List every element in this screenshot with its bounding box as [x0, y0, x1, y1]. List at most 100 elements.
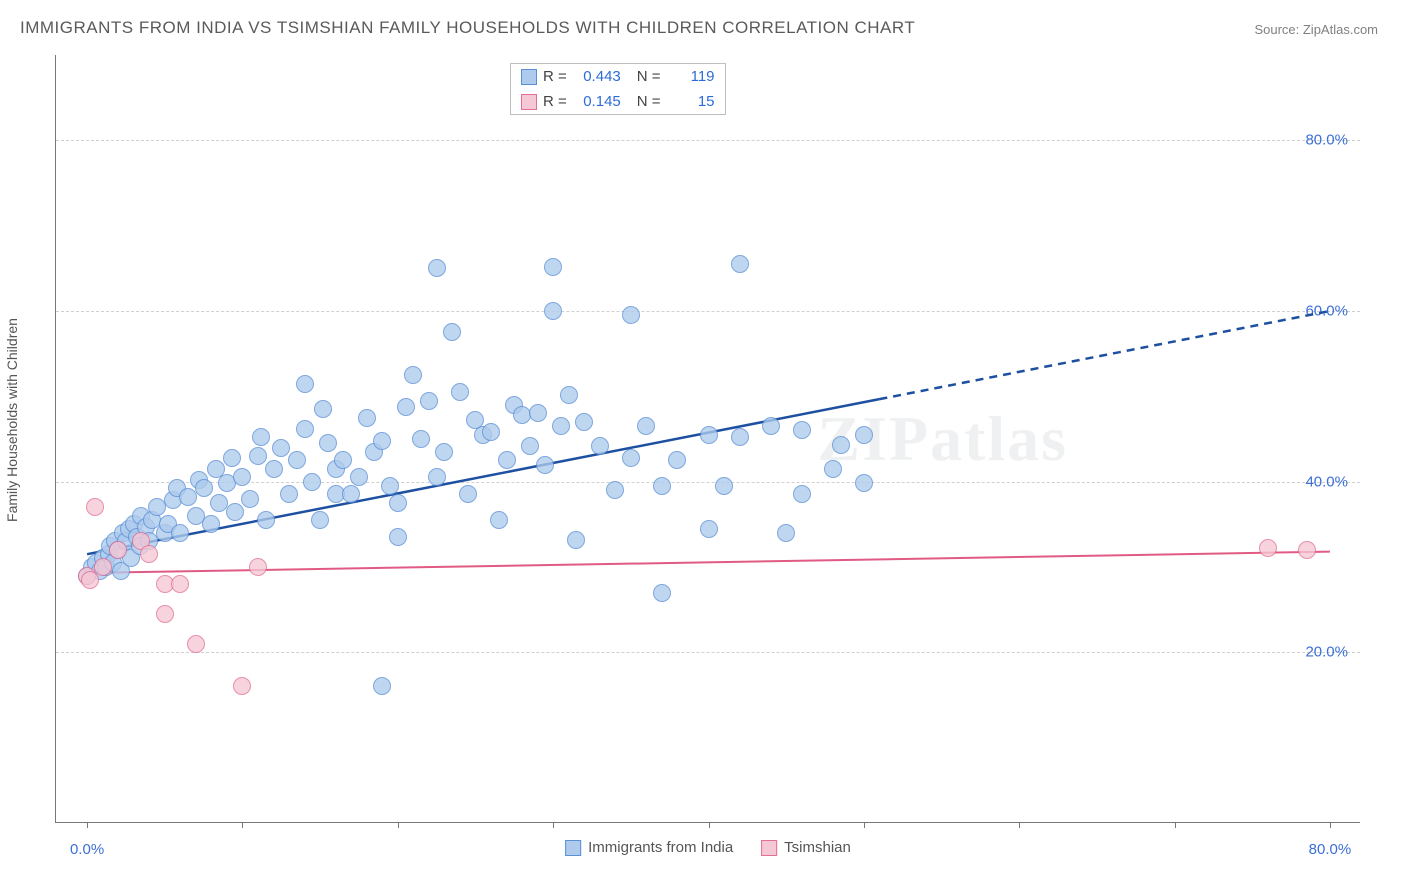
scatter-point: [272, 439, 290, 457]
series-legend-label: Tsimshian: [784, 839, 851, 856]
legend-swatch: [761, 840, 777, 856]
scatter-point: [637, 417, 655, 435]
scatter-point: [793, 421, 811, 439]
series-legend: Immigrants from India Tsimshian: [565, 839, 851, 856]
scatter-point: [428, 468, 446, 486]
scatter-point: [824, 460, 842, 478]
scatter-point: [622, 306, 640, 324]
scatter-point: [249, 558, 267, 576]
legend-n-label: N =: [637, 93, 661, 110]
scatter-point: [404, 366, 422, 384]
legend-swatch: [521, 69, 537, 85]
scatter-point: [832, 436, 850, 454]
x-axis-tick: [864, 822, 865, 828]
scatter-point: [1298, 541, 1316, 559]
scatter-point: [591, 437, 609, 455]
gridline-horizontal: [56, 652, 1360, 653]
scatter-point: [606, 481, 624, 499]
scatter-point: [296, 420, 314, 438]
scatter-point: [451, 383, 469, 401]
x-axis-tick: [1330, 822, 1331, 828]
scatter-point: [249, 447, 267, 465]
legend-r-label: R =: [543, 93, 567, 110]
scatter-point: [314, 400, 332, 418]
scatter-point: [521, 437, 539, 455]
scatter-point: [252, 428, 270, 446]
scatter-point: [187, 635, 205, 653]
scatter-point: [373, 677, 391, 695]
source-attribution: Source: ZipAtlas.com: [1254, 22, 1378, 37]
legend-n-value: 119: [667, 68, 715, 85]
legend-swatch: [521, 94, 537, 110]
scatter-point: [1259, 539, 1277, 557]
scatter-point: [397, 398, 415, 416]
correlation-legend-row: R = 0.145 N = 15: [511, 89, 725, 114]
x-tick-label: 0.0%: [70, 841, 104, 858]
scatter-point: [156, 605, 174, 623]
scatter-point: [412, 430, 430, 448]
scatter-point: [296, 375, 314, 393]
scatter-point: [171, 575, 189, 593]
scatter-point: [560, 386, 578, 404]
scatter-point: [544, 258, 562, 276]
scatter-point: [762, 417, 780, 435]
x-tick-label: 80.0%: [1309, 841, 1352, 858]
scatter-point: [389, 528, 407, 546]
scatter-point: [700, 426, 718, 444]
scatter-point: [381, 477, 399, 495]
scatter-point: [622, 449, 640, 467]
scatter-point: [303, 473, 321, 491]
legend-n-label: N =: [637, 68, 661, 85]
scatter-point: [544, 302, 562, 320]
scatter-point: [257, 511, 275, 529]
series-legend-item: Immigrants from India: [565, 839, 733, 856]
gridline-horizontal: [56, 482, 1360, 483]
scatter-point: [498, 451, 516, 469]
scatter-point: [140, 545, 158, 563]
scatter-point: [855, 426, 873, 444]
legend-r-value: 0.145: [573, 93, 621, 110]
scatter-point: [668, 451, 686, 469]
legend-n-value: 15: [667, 93, 715, 110]
scatter-point: [342, 485, 360, 503]
scatter-point: [288, 451, 306, 469]
scatter-point: [241, 490, 259, 508]
y-axis-label: Family Households with Children: [4, 318, 20, 522]
correlation-legend-row: R = 0.443 N = 119: [511, 64, 725, 89]
y-tick-label: 80.0%: [1305, 132, 1348, 149]
scatter-point: [171, 524, 189, 542]
scatter-point: [109, 541, 127, 559]
scatter-point: [94, 558, 112, 576]
scatter-point: [715, 477, 733, 495]
x-axis-tick: [87, 822, 88, 828]
scatter-point: [700, 520, 718, 538]
scatter-point: [536, 456, 554, 474]
scatter-point: [459, 485, 477, 503]
x-axis-tick: [553, 822, 554, 828]
x-axis-tick: [242, 822, 243, 828]
scatter-point: [195, 479, 213, 497]
scatter-point: [233, 677, 251, 695]
trend-line-dashed: [879, 311, 1330, 399]
scatter-point: [793, 485, 811, 503]
scatter-point: [389, 494, 407, 512]
scatter-point: [482, 423, 500, 441]
legend-r-label: R =: [543, 68, 567, 85]
scatter-point: [226, 503, 244, 521]
scatter-point: [428, 259, 446, 277]
x-axis-tick: [398, 822, 399, 828]
scatter-point: [435, 443, 453, 461]
chart-title: IMMIGRANTS FROM INDIA VS TSIMSHIAN FAMIL…: [20, 18, 915, 38]
scatter-point: [233, 468, 251, 486]
scatter-point: [86, 498, 104, 516]
legend-r-value: 0.443: [573, 68, 621, 85]
scatter-point: [777, 524, 795, 542]
y-tick-label: 60.0%: [1305, 303, 1348, 320]
x-axis-tick: [709, 822, 710, 828]
scatter-point: [567, 531, 585, 549]
scatter-point: [529, 404, 547, 422]
scatter-point: [420, 392, 438, 410]
correlation-legend: R = 0.443 N = 119 R = 0.145 N = 15: [510, 63, 726, 115]
scatter-point: [202, 515, 220, 533]
scatter-point: [552, 417, 570, 435]
